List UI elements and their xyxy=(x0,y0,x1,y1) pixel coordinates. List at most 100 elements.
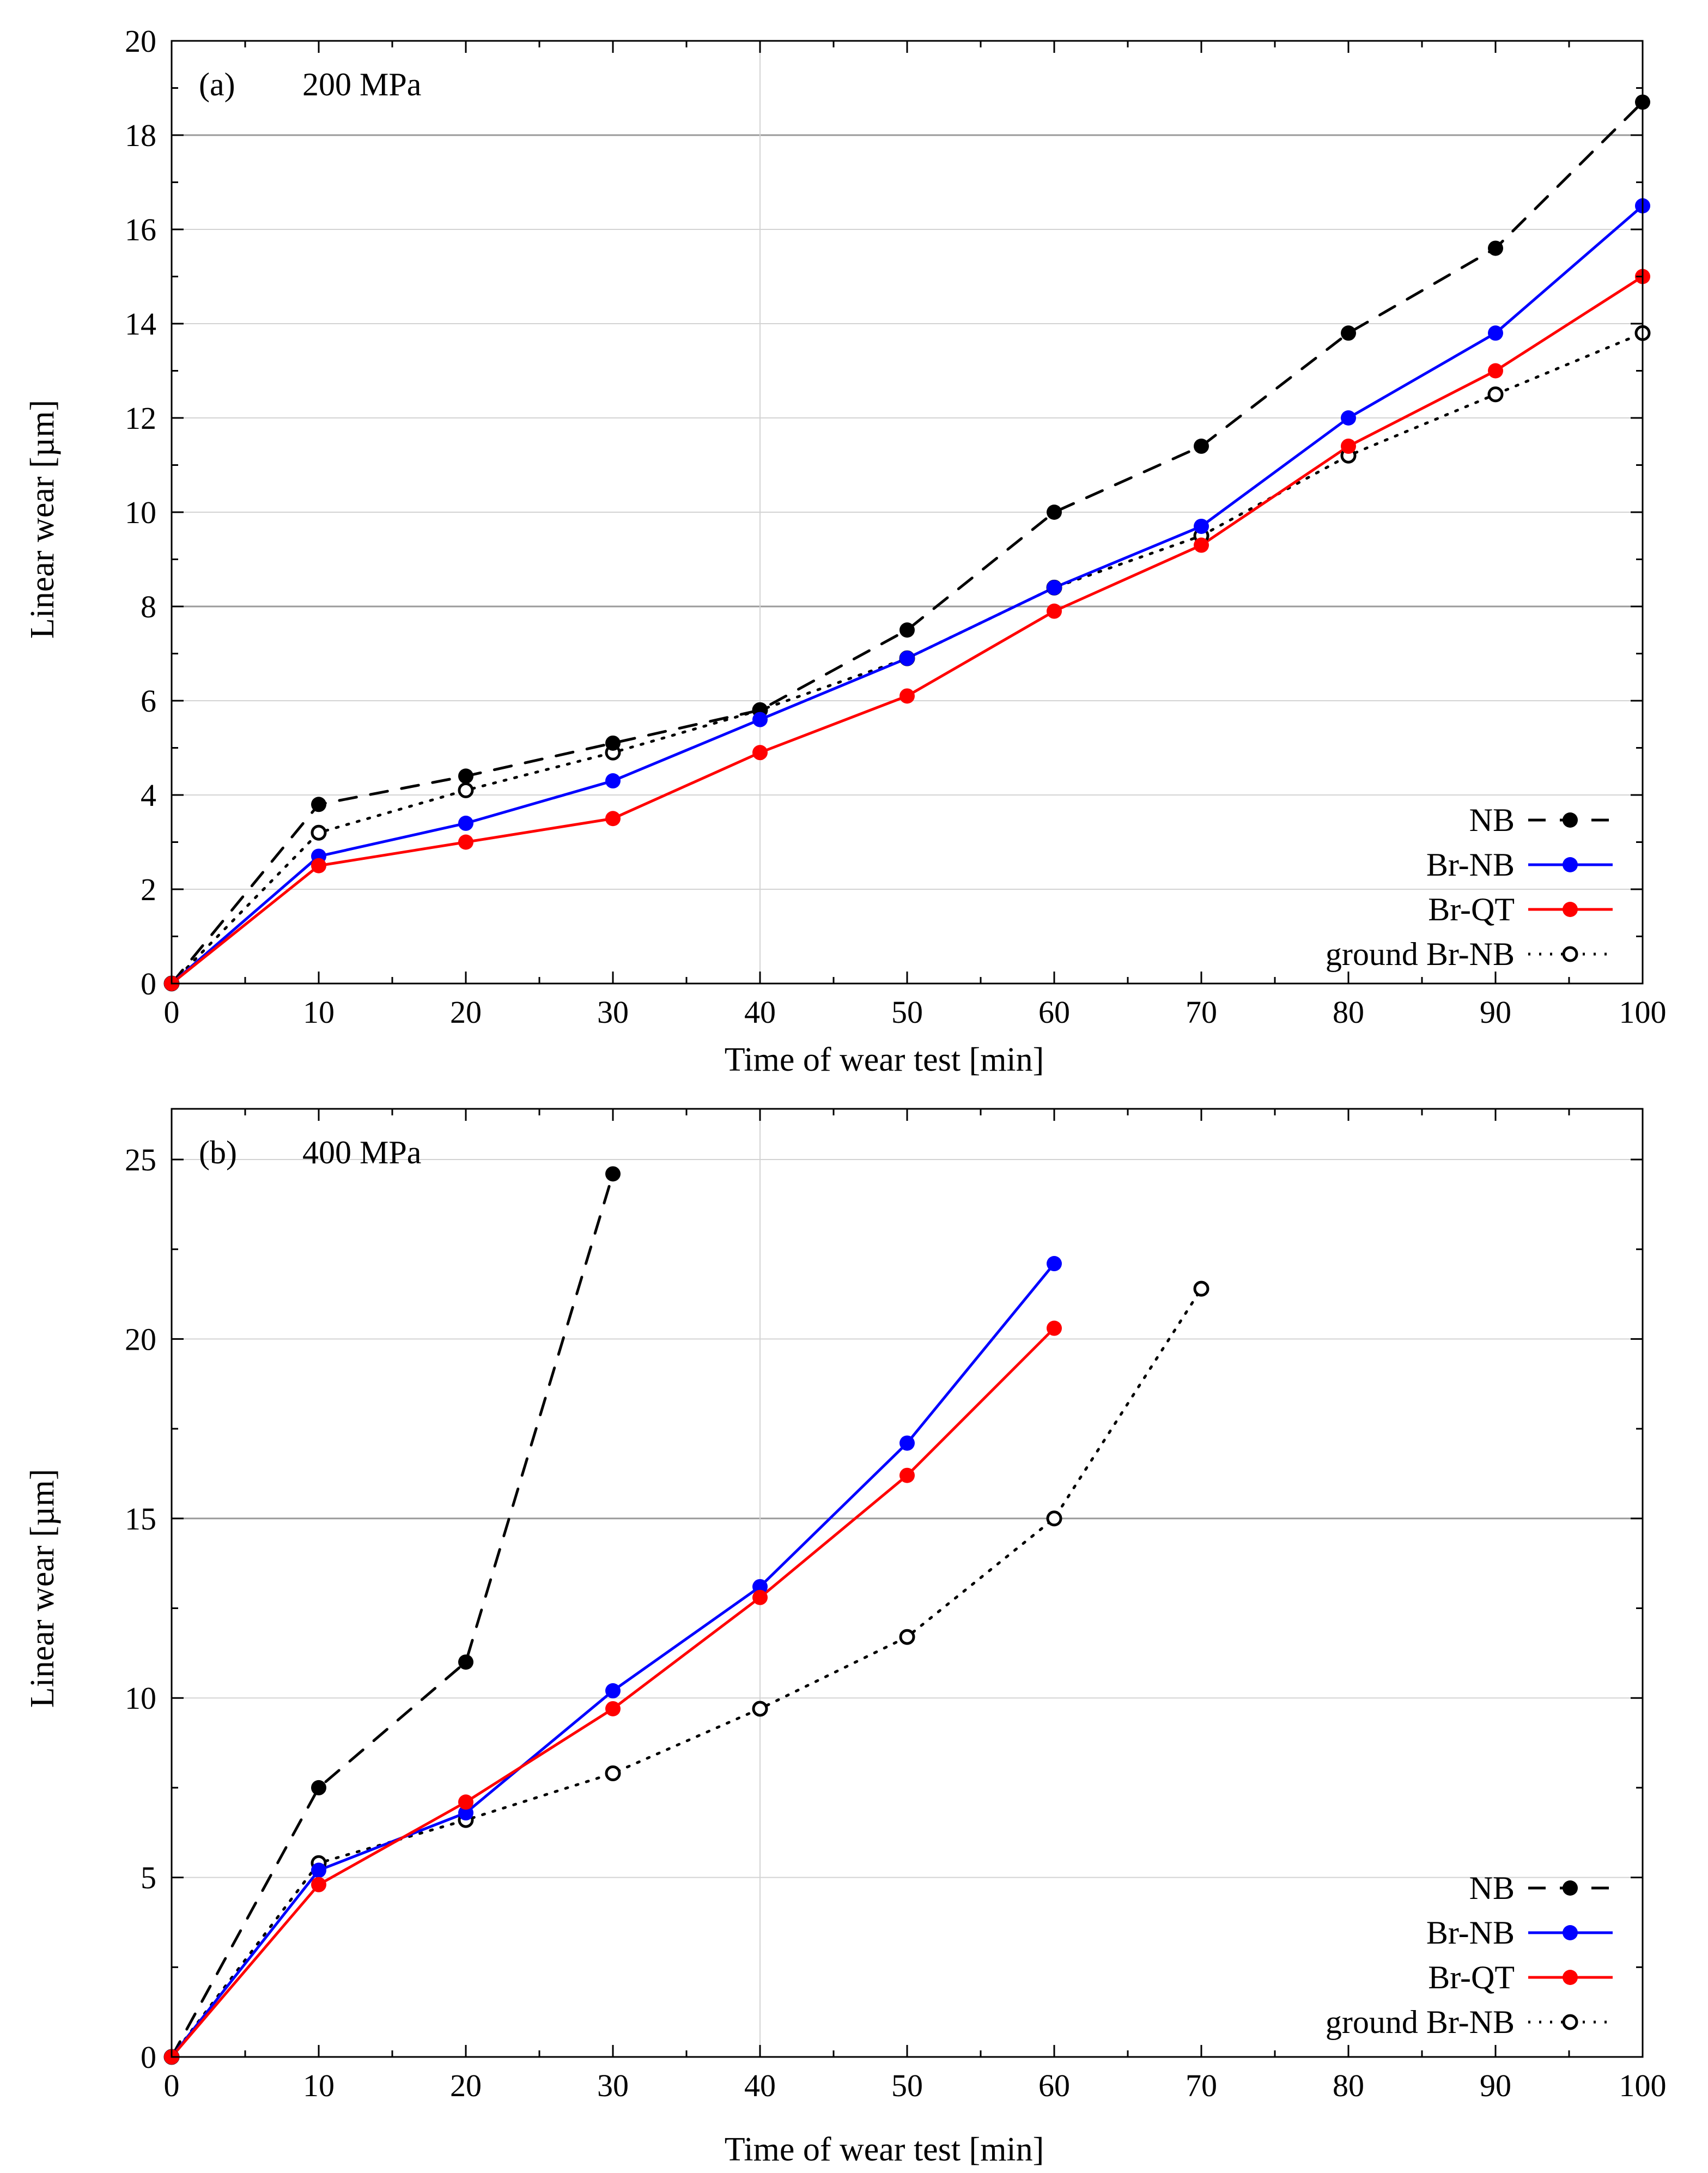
panel-b-x-tick-label: 10 xyxy=(303,2068,335,2103)
panel-a-point-br-nb xyxy=(1194,518,1209,534)
panel-a-legend-label-ground-br-nb: ground Br-NB xyxy=(1326,936,1515,972)
panel-a-point-br-qt xyxy=(752,745,768,761)
panel-b-point-ground-br-nb xyxy=(605,1765,621,1782)
panel-a-legend-marker-ground-br-nb xyxy=(1562,946,1578,962)
panel-b-x-tick-label: 100 xyxy=(1619,2068,1667,2103)
panel-a-point-br-nb xyxy=(1488,325,1503,341)
panel-a-legend-label-br-nb: Br-NB xyxy=(1426,847,1515,883)
panel-a-y-tick-label: 2 xyxy=(141,872,156,907)
panel-a-x-tick-label: 10 xyxy=(303,994,335,1030)
panel-a-series-line-ground-br-nb xyxy=(170,331,1644,985)
panel-a: 0 10 20 30 40 50 60 70 80 90 10002468101214161820 … xyxy=(24,23,1667,1078)
panel-b-point-br-nb xyxy=(752,1579,768,1594)
panel-b-point-br-nb xyxy=(605,1683,621,1699)
panel-a-x-tick-label: 70 xyxy=(1186,994,1217,1030)
panel-b-point-br-qt xyxy=(311,1877,326,1892)
panel-a-y-tick-label: 12 xyxy=(125,400,156,436)
panel-b-x-tick-label: 60 xyxy=(1038,2068,1070,2103)
panel-a-x-axis-title: Time of wear test [min] xyxy=(725,1041,1044,1078)
panel-a-point-br-nb xyxy=(752,712,768,727)
panel-a-x-tick-label: 60 xyxy=(1038,994,1070,1030)
panel-b-point-br-qt xyxy=(458,1794,473,1810)
panel-a-point-br-nb xyxy=(1341,410,1356,426)
panel-b-x-tick-label: 80 xyxy=(1333,2068,1364,2103)
panel-a-y-tick-label: 20 xyxy=(125,23,156,59)
panel-a-x-tick-label: 50 xyxy=(891,994,923,1030)
panel-a-label: (a) xyxy=(199,66,235,102)
panel-a-y-tick-label: 0 xyxy=(141,966,156,1001)
panel-a-point-ground-br-nb xyxy=(1487,386,1504,403)
panel-b-legend-label-br-qt: Br-QT xyxy=(1428,1959,1515,1995)
panel-b-point-br-qt xyxy=(899,1467,915,1483)
panel-b-x-tick-label: 90 xyxy=(1480,2068,1511,2103)
panel-b-x-axis-title: Time of wear test [min] xyxy=(725,2131,1044,2168)
panel-b-x-tick-label: 20 xyxy=(450,2068,482,2103)
panel-a-x-tick-label: 80 xyxy=(1333,994,1364,1030)
panel-b-title: 400 MPa xyxy=(302,1134,421,1170)
panel-b: 0 10 20 30 40 50 60 70 80 90 100 0 5 10 15 20 25 (b) 400… xyxy=(24,1108,1667,2168)
panel-b-y-tick-label: 5 xyxy=(141,1860,156,1896)
panel-b-point-br-nb xyxy=(311,1862,326,1878)
panel-a-ticks xyxy=(171,40,1644,985)
panel-b-point-nb xyxy=(458,1654,473,1670)
panel-a-legend-marker-nb xyxy=(1563,812,1578,828)
panel-a-point-nb xyxy=(458,768,473,784)
panel-a-y-tick-label: 10 xyxy=(125,495,156,530)
panel-a-y-tick-label: 16 xyxy=(125,212,156,247)
panel-b-x-tick-label: 50 xyxy=(891,2068,923,2103)
panel-a-x-tick-label: 30 xyxy=(597,994,629,1030)
panel-a-point-br-qt xyxy=(458,834,473,850)
panel-a-point-br-qt xyxy=(1341,438,1356,454)
panel-a-point-br-nb xyxy=(899,651,915,666)
panel-b-point-nb xyxy=(311,1780,326,1795)
panel-a-point-br-nb xyxy=(1047,580,1062,596)
panel-b-y-tick-label: 0 xyxy=(141,2040,156,2075)
panel-a-point-nb xyxy=(899,622,915,638)
panel-a-point-ground-br-nb xyxy=(311,824,327,841)
panel-a-point-nb xyxy=(1341,325,1356,341)
panel-a-legend-marker-br-nb xyxy=(1563,857,1578,872)
panel-b-ticks xyxy=(171,1109,1644,2058)
panel-b-series-line-ground-br-nb xyxy=(170,1287,1203,2059)
panel-a-title: 200 MPa xyxy=(302,66,421,102)
panel-a-point-br-qt xyxy=(605,811,621,827)
panel-a-point-nb xyxy=(1047,505,1062,520)
panel-b-point-ground-br-nb xyxy=(1193,1280,1209,1297)
panel-a-point-br-qt xyxy=(1194,537,1209,553)
panel-b-point-br-nb xyxy=(899,1435,915,1451)
panel-b-y-tick-label: 10 xyxy=(125,1680,156,1716)
panel-b-legend-marker-br-qt xyxy=(1563,1970,1578,1985)
panel-a-point-nb xyxy=(1194,438,1209,454)
panel-b-point-br-qt xyxy=(1047,1320,1062,1336)
panel-b-label: (b) xyxy=(199,1134,237,1170)
panel-a-x-tick-label: 20 xyxy=(450,994,482,1030)
panel-b-legend-label-br-nb: Br-NB xyxy=(1426,1915,1515,1951)
panel-a-y-tick-label: 18 xyxy=(125,118,156,153)
panel-b-point-br-qt xyxy=(605,1701,621,1716)
panel-a-point-br-nb xyxy=(605,773,621,789)
panel-a-x-tick-label: 0 xyxy=(164,994,180,1030)
panel-b-point-ground-br-nb xyxy=(899,1629,915,1645)
panel-a-x-tick-label: 100 xyxy=(1619,994,1667,1030)
panel-b-y-tick-label: 25 xyxy=(125,1142,156,1177)
panel-a-point-br-qt xyxy=(899,688,915,704)
panel-b-point-nb xyxy=(605,1166,621,1182)
panel-a-legend-label-nb: NB xyxy=(1469,802,1515,838)
panel-b-point-br-qt xyxy=(752,1589,768,1605)
panel-a-point-nb xyxy=(311,797,326,812)
panel-b-legend-label-ground-br-nb: ground Br-NB xyxy=(1326,2004,1515,2040)
panel-a-y-tick-label: 4 xyxy=(141,778,156,813)
panel-b-series-points xyxy=(163,1166,1209,2065)
panel-b-point-ground-br-nb xyxy=(1046,1510,1062,1527)
panel-a-point-ground-br-nb xyxy=(458,782,474,798)
panel-a-x-tick-label: 40 xyxy=(744,994,776,1030)
panel-a-point-nb xyxy=(1488,240,1503,256)
panel-a-point-br-nb xyxy=(458,815,473,831)
panel-b-point-br-nb xyxy=(1047,1256,1062,1272)
panel-a-series-line-nb xyxy=(170,100,1644,985)
panel-b-x-tick-label: 70 xyxy=(1186,2068,1217,2103)
panel-a-y-tick-label: 14 xyxy=(125,306,156,342)
panel-a-x-tick-label: 90 xyxy=(1480,994,1511,1030)
